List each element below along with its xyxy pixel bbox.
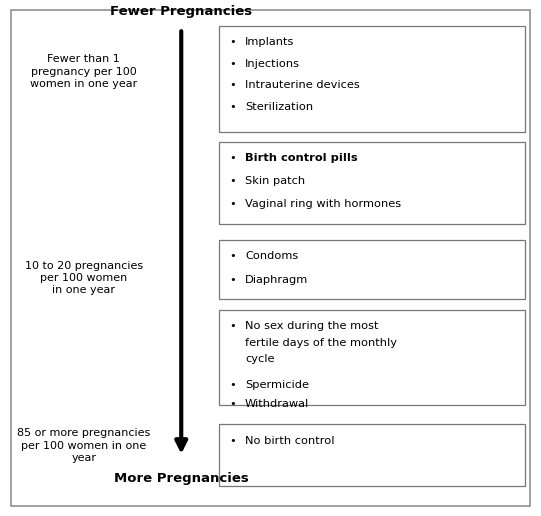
- Text: fertile days of the monthly: fertile days of the monthly: [245, 337, 397, 348]
- Text: •: •: [229, 102, 235, 112]
- Text: Diaphragm: Diaphragm: [245, 275, 308, 284]
- Text: •: •: [229, 199, 235, 208]
- Bar: [219, 310, 525, 405]
- Text: Condoms: Condoms: [245, 251, 298, 261]
- Bar: [219, 142, 525, 224]
- Text: •: •: [229, 251, 235, 261]
- Text: •: •: [229, 436, 235, 445]
- Text: Fewer Pregnancies: Fewer Pregnancies: [110, 5, 252, 18]
- Text: Skin patch: Skin patch: [245, 176, 305, 186]
- Text: 85 or more pregnancies
per 100 women in one
year: 85 or more pregnancies per 100 women in …: [17, 428, 150, 463]
- Text: No sex during the most: No sex during the most: [245, 321, 379, 331]
- Text: No birth control: No birth control: [245, 436, 334, 445]
- Text: Sterilization: Sterilization: [245, 102, 313, 112]
- Text: Injections: Injections: [245, 59, 300, 69]
- Text: Fewer than 1
pregnancy per 100
women in one year: Fewer than 1 pregnancy per 100 women in …: [30, 54, 137, 89]
- Text: 10 to 20 pregnancies
per 100 women
in one year: 10 to 20 pregnancies per 100 women in on…: [25, 261, 143, 295]
- Text: •: •: [229, 380, 235, 390]
- Text: Intrauterine devices: Intrauterine devices: [245, 80, 360, 90]
- Text: cycle: cycle: [245, 354, 275, 364]
- Text: Birth control pills: Birth control pills: [245, 153, 358, 163]
- Text: •: •: [229, 399, 235, 409]
- Bar: [219, 240, 525, 299]
- Text: •: •: [229, 37, 235, 47]
- Text: •: •: [229, 176, 235, 186]
- Text: •: •: [229, 153, 235, 163]
- Text: More Pregnancies: More Pregnancies: [114, 472, 249, 485]
- Text: •: •: [229, 321, 235, 331]
- Text: •: •: [229, 275, 235, 284]
- Text: Vaginal ring with hormones: Vaginal ring with hormones: [245, 199, 401, 208]
- Text: •: •: [229, 59, 235, 69]
- Text: Implants: Implants: [245, 37, 294, 47]
- Bar: [219, 424, 525, 486]
- Text: Spermicide: Spermicide: [245, 380, 309, 390]
- Text: •: •: [229, 80, 235, 90]
- Text: Withdrawal: Withdrawal: [245, 399, 309, 409]
- Bar: [219, 26, 525, 132]
